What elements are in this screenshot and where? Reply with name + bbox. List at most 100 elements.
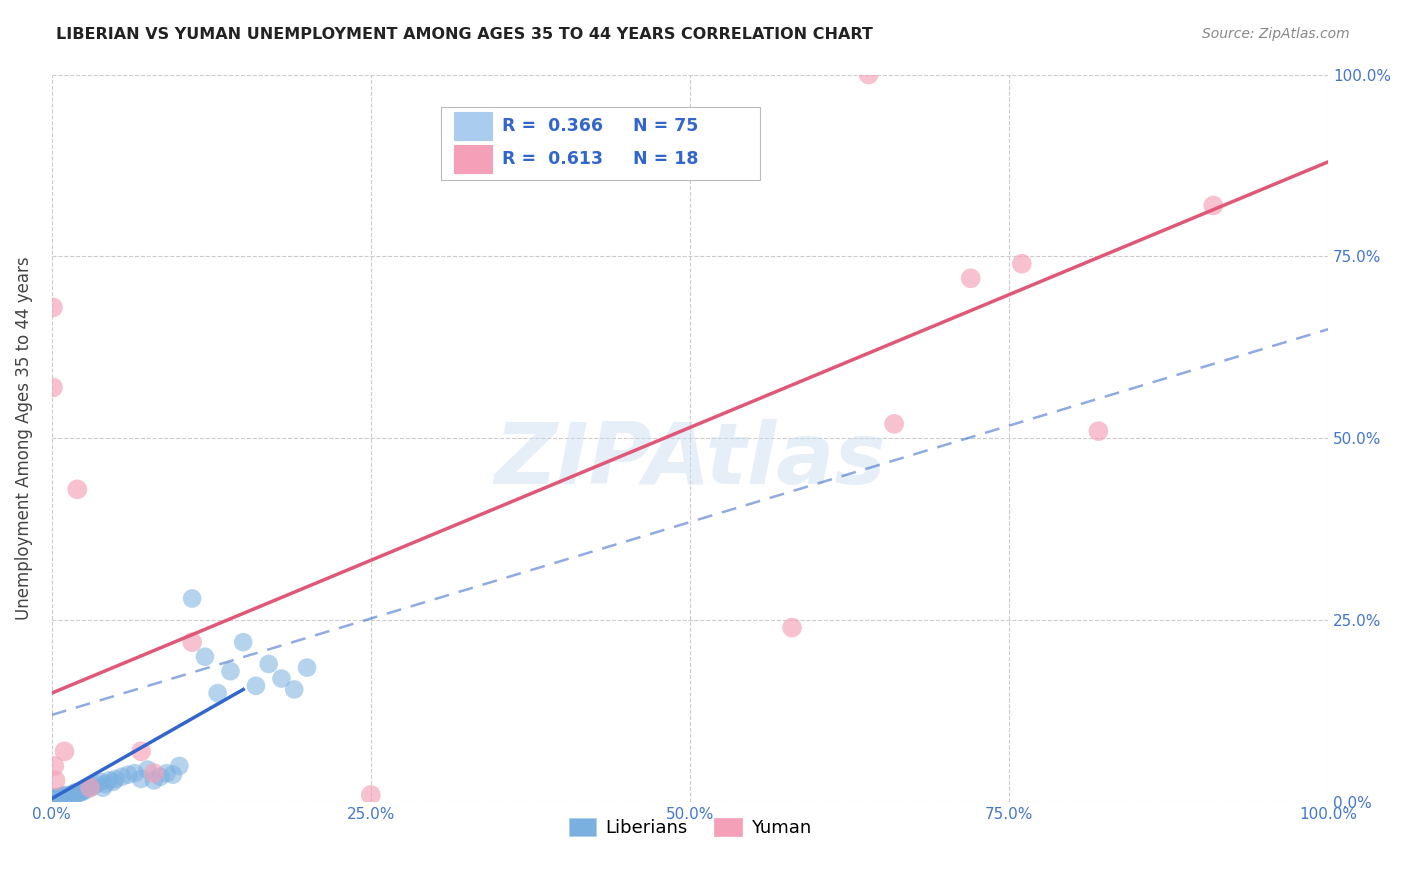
Point bbox=[46, 793, 69, 807]
Point bbox=[181, 635, 204, 649]
Point bbox=[46, 790, 69, 805]
Point bbox=[42, 301, 65, 315]
Point bbox=[70, 785, 93, 799]
Point bbox=[49, 790, 72, 805]
FancyBboxPatch shape bbox=[441, 107, 761, 180]
Point bbox=[48, 791, 70, 805]
Point bbox=[360, 788, 382, 802]
Point bbox=[86, 777, 108, 791]
Point bbox=[1202, 198, 1225, 212]
Point bbox=[62, 787, 84, 801]
Point bbox=[162, 767, 184, 781]
Point bbox=[101, 775, 124, 789]
Point bbox=[45, 792, 67, 806]
Point bbox=[51, 792, 73, 806]
Point bbox=[42, 794, 65, 808]
Point bbox=[42, 380, 65, 394]
Point bbox=[52, 789, 75, 803]
Point bbox=[63, 788, 86, 802]
Point bbox=[42, 792, 65, 806]
Point bbox=[129, 744, 152, 758]
Point bbox=[41, 794, 63, 808]
Point bbox=[149, 770, 172, 784]
Point bbox=[41, 791, 63, 805]
Point bbox=[45, 790, 67, 805]
Point bbox=[45, 795, 67, 809]
Text: N = 18: N = 18 bbox=[633, 150, 697, 168]
Point bbox=[44, 793, 66, 807]
Text: LIBERIAN VS YUMAN UNEMPLOYMENT AMONG AGES 35 TO 44 YEARS CORRELATION CHART: LIBERIAN VS YUMAN UNEMPLOYMENT AMONG AGE… bbox=[56, 27, 873, 42]
Point bbox=[41, 792, 63, 806]
Point bbox=[959, 271, 981, 285]
Point bbox=[45, 791, 67, 805]
Point bbox=[82, 779, 104, 793]
Point bbox=[69, 784, 91, 798]
Point bbox=[44, 759, 66, 773]
Point bbox=[257, 657, 280, 671]
Point bbox=[111, 770, 134, 784]
Point bbox=[169, 759, 191, 773]
Point bbox=[75, 782, 97, 797]
Point bbox=[59, 788, 82, 802]
Point bbox=[58, 789, 80, 804]
Point bbox=[65, 785, 87, 799]
Point bbox=[142, 773, 165, 788]
Point bbox=[45, 794, 67, 808]
Point bbox=[94, 777, 117, 791]
Point bbox=[49, 793, 72, 807]
Point bbox=[59, 789, 82, 803]
Point bbox=[136, 763, 159, 777]
Text: N = 75: N = 75 bbox=[633, 117, 697, 136]
Point bbox=[45, 773, 67, 788]
Point bbox=[124, 766, 146, 780]
Point bbox=[42, 795, 65, 809]
Text: Source: ZipAtlas.com: Source: ZipAtlas.com bbox=[1202, 27, 1350, 41]
Point bbox=[41, 795, 63, 809]
Point bbox=[44, 795, 66, 809]
Point bbox=[72, 783, 94, 797]
Point bbox=[295, 660, 318, 674]
Point bbox=[270, 672, 292, 686]
Point bbox=[129, 772, 152, 786]
Point bbox=[44, 791, 66, 805]
Point bbox=[91, 780, 114, 795]
Point bbox=[883, 417, 905, 431]
Point bbox=[60, 787, 83, 801]
Point bbox=[67, 786, 90, 800]
Point bbox=[780, 621, 803, 635]
Point bbox=[207, 686, 229, 700]
Point bbox=[1087, 424, 1109, 438]
FancyBboxPatch shape bbox=[454, 112, 492, 140]
Point bbox=[79, 780, 101, 795]
Point bbox=[219, 665, 242, 679]
Point bbox=[98, 773, 121, 788]
Point bbox=[181, 591, 204, 606]
Point bbox=[48, 794, 70, 808]
Point bbox=[66, 483, 89, 497]
Point bbox=[56, 790, 79, 805]
Point bbox=[52, 793, 75, 807]
Point bbox=[41, 793, 63, 807]
Point bbox=[79, 780, 101, 795]
Point bbox=[53, 791, 76, 805]
Text: R =  0.613: R = 0.613 bbox=[502, 150, 603, 168]
Point bbox=[858, 68, 880, 82]
Point bbox=[73, 784, 96, 798]
Point bbox=[53, 744, 76, 758]
Text: R =  0.366: R = 0.366 bbox=[502, 117, 603, 136]
Point bbox=[55, 791, 77, 805]
Point bbox=[156, 766, 179, 780]
Point bbox=[104, 772, 127, 786]
Point bbox=[41, 795, 63, 809]
FancyBboxPatch shape bbox=[454, 145, 492, 173]
Point bbox=[51, 789, 73, 804]
Text: ZIPAtlas: ZIPAtlas bbox=[494, 418, 886, 501]
Legend: Liberians, Yuman: Liberians, Yuman bbox=[562, 811, 818, 844]
Point bbox=[89, 775, 111, 789]
Y-axis label: Unemployment Among Ages 35 to 44 years: Unemployment Among Ages 35 to 44 years bbox=[15, 257, 32, 620]
Point bbox=[232, 635, 254, 649]
Point bbox=[194, 649, 217, 664]
Point bbox=[53, 788, 76, 802]
Point bbox=[245, 679, 267, 693]
Point bbox=[46, 795, 69, 809]
